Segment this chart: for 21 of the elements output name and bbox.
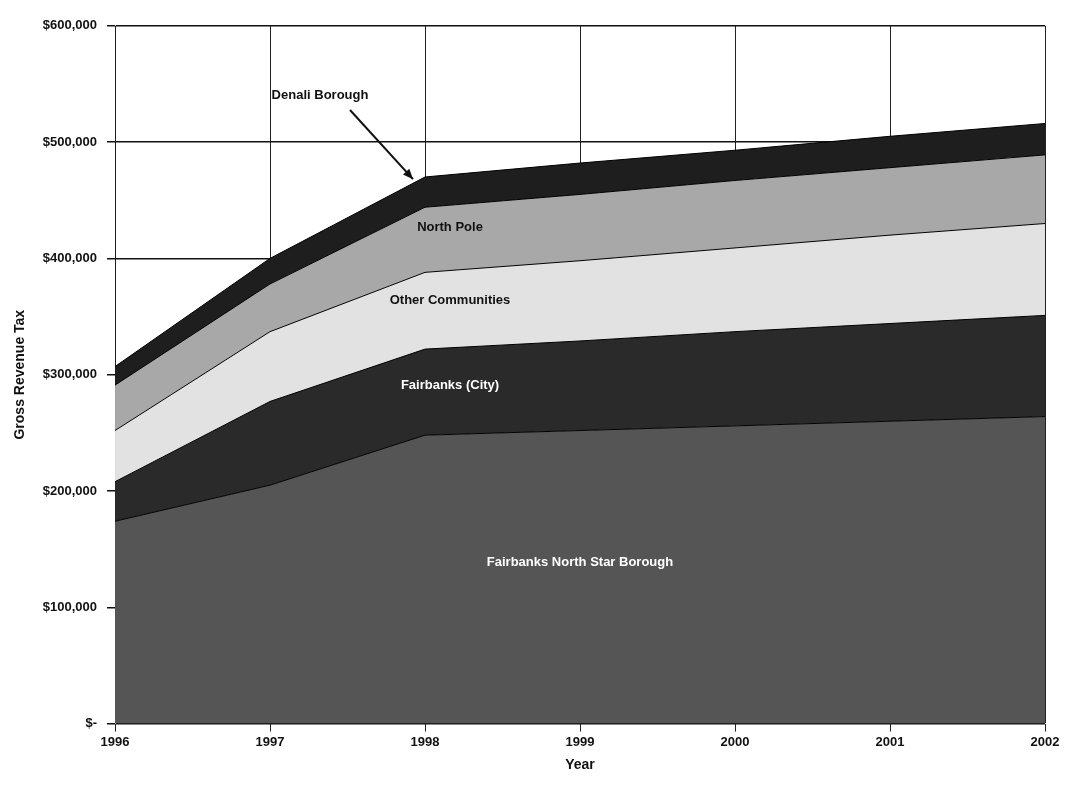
- series-label: Fairbanks (City): [400, 377, 500, 393]
- series-label: Other Communities: [389, 292, 511, 308]
- y-tick-label: $-: [85, 715, 98, 731]
- y-axis-title: Gross Revenue Tax: [11, 309, 28, 440]
- x-tick-label: 1998: [410, 733, 440, 749]
- x-tick-label: 2000: [720, 733, 750, 749]
- x-tick-label: 1999: [565, 733, 595, 749]
- series-label: Fairbanks North Star Borough: [486, 553, 674, 569]
- y-tick-label: $100,000: [42, 598, 98, 614]
- x-tick-label: 2002: [1030, 733, 1060, 749]
- y-tick-label: $600,000: [42, 17, 98, 33]
- x-axis-title: Year: [565, 756, 596, 773]
- text: Denali Borough: [271, 87, 369, 103]
- x-tick-label: 2001: [875, 733, 905, 749]
- series-label: North Pole: [417, 219, 483, 235]
- y-tick-label: $400,000: [42, 249, 98, 265]
- y-tick-label: $500,000: [42, 133, 98, 149]
- x-tick-label: 1996: [100, 733, 130, 749]
- y-tick-label: $200,000: [42, 482, 98, 498]
- y-tick-label: $300,000: [42, 366, 98, 382]
- x-tick-label: 1997: [255, 733, 285, 749]
